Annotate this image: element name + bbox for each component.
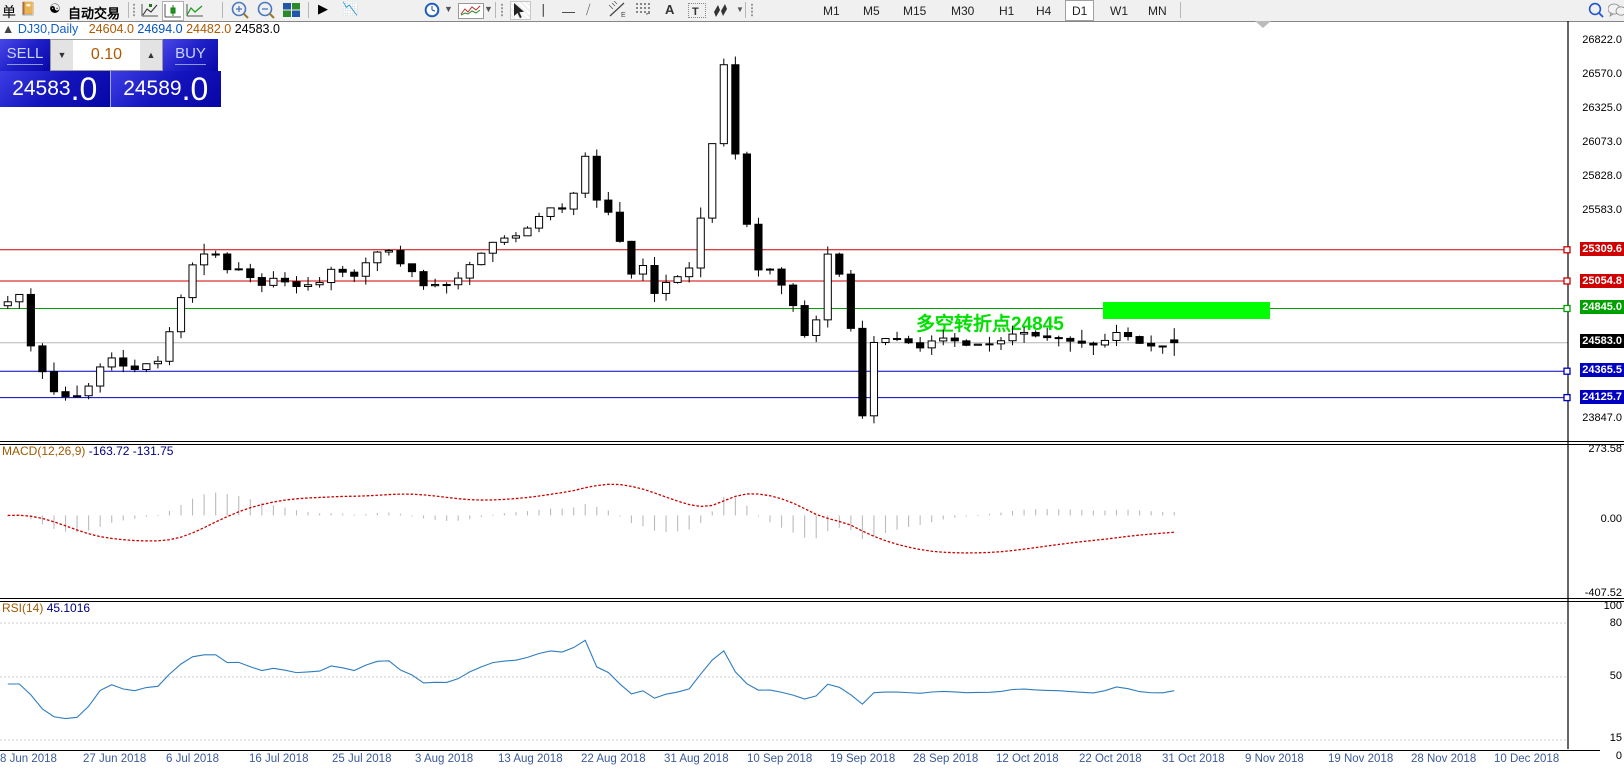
svg-text:T: T <box>692 6 699 18</box>
svg-text:E: E <box>621 12 626 18</box>
svg-text:F: F <box>646 13 650 15</box>
svg-text:多空转折点24845: 多空转折点24845 <box>916 312 1064 335</box>
